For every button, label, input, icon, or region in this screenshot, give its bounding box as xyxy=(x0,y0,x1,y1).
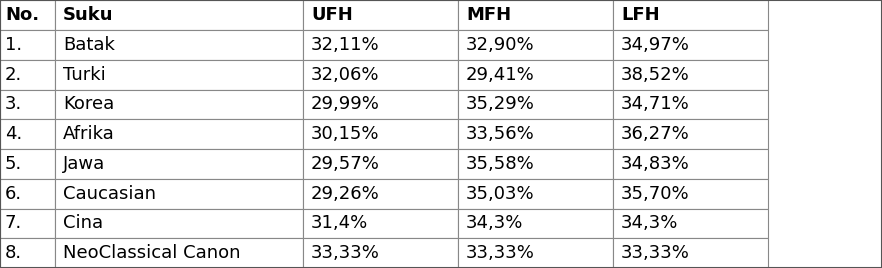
Text: MFH: MFH xyxy=(466,6,512,24)
Text: 35,29%: 35,29% xyxy=(466,95,534,113)
Bar xyxy=(55,30,303,60)
Text: 3.: 3. xyxy=(5,95,22,113)
Bar xyxy=(303,238,458,268)
Bar xyxy=(0,0,55,30)
Text: 31,4%: 31,4% xyxy=(311,214,369,232)
Bar xyxy=(458,119,613,149)
Text: 34,97%: 34,97% xyxy=(621,36,690,54)
Bar xyxy=(613,179,768,209)
Bar xyxy=(55,238,303,268)
Bar xyxy=(303,60,458,90)
Bar xyxy=(458,90,613,119)
Text: 2.: 2. xyxy=(5,66,22,84)
Bar xyxy=(55,60,303,90)
Bar xyxy=(55,119,303,149)
Text: Caucasian: Caucasian xyxy=(63,185,156,203)
Text: LFH: LFH xyxy=(621,6,660,24)
Text: 4.: 4. xyxy=(5,125,22,143)
Bar xyxy=(458,60,613,90)
Bar xyxy=(458,149,613,179)
Text: 5.: 5. xyxy=(5,155,22,173)
Text: 33,33%: 33,33% xyxy=(621,244,690,262)
Bar xyxy=(613,90,768,119)
Text: 29,99%: 29,99% xyxy=(311,95,380,113)
Text: Turki: Turki xyxy=(63,66,106,84)
Bar xyxy=(613,209,768,238)
Text: Jawa: Jawa xyxy=(63,155,105,173)
Text: Cina: Cina xyxy=(63,214,103,232)
Text: Afrika: Afrika xyxy=(63,125,115,143)
Text: 34,83%: 34,83% xyxy=(621,155,690,173)
Bar xyxy=(303,30,458,60)
Text: 32,11%: 32,11% xyxy=(311,36,379,54)
Bar xyxy=(0,60,55,90)
Bar xyxy=(458,238,613,268)
Text: 32,06%: 32,06% xyxy=(311,66,379,84)
Text: 33,56%: 33,56% xyxy=(466,125,534,143)
Text: Korea: Korea xyxy=(63,95,115,113)
Bar xyxy=(0,30,55,60)
Bar xyxy=(458,30,613,60)
Bar xyxy=(613,149,768,179)
Text: 7.: 7. xyxy=(5,214,22,232)
Bar xyxy=(0,179,55,209)
Bar xyxy=(613,60,768,90)
Text: 33,33%: 33,33% xyxy=(466,244,534,262)
Bar xyxy=(613,0,768,30)
Text: Batak: Batak xyxy=(63,36,115,54)
Text: 29,41%: 29,41% xyxy=(466,66,534,84)
Bar xyxy=(55,209,303,238)
Text: 34,3%: 34,3% xyxy=(621,214,678,232)
Text: 29,57%: 29,57% xyxy=(311,155,380,173)
Bar xyxy=(0,119,55,149)
Bar xyxy=(303,179,458,209)
Bar xyxy=(0,90,55,119)
Bar xyxy=(55,0,303,30)
Bar xyxy=(613,238,768,268)
Text: 38,52%: 38,52% xyxy=(621,66,690,84)
Bar xyxy=(303,0,458,30)
Text: 35,58%: 35,58% xyxy=(466,155,534,173)
Bar xyxy=(458,179,613,209)
Bar xyxy=(55,179,303,209)
Text: No.: No. xyxy=(5,6,39,24)
Text: 34,3%: 34,3% xyxy=(466,214,523,232)
Bar xyxy=(55,149,303,179)
Text: 6.: 6. xyxy=(5,185,22,203)
Text: 32,90%: 32,90% xyxy=(466,36,534,54)
Text: 36,27%: 36,27% xyxy=(621,125,690,143)
Bar xyxy=(613,119,768,149)
Text: NeoClassical Canon: NeoClassical Canon xyxy=(63,244,241,262)
Bar xyxy=(458,0,613,30)
Text: Suku: Suku xyxy=(63,6,114,24)
Text: 1.: 1. xyxy=(5,36,22,54)
Text: 35,70%: 35,70% xyxy=(621,185,690,203)
Bar xyxy=(303,90,458,119)
Bar xyxy=(303,209,458,238)
Bar xyxy=(0,149,55,179)
Text: 35,03%: 35,03% xyxy=(466,185,534,203)
Bar xyxy=(303,119,458,149)
Text: 29,26%: 29,26% xyxy=(311,185,380,203)
Bar xyxy=(613,30,768,60)
Bar xyxy=(303,149,458,179)
Bar xyxy=(55,90,303,119)
Text: 30,15%: 30,15% xyxy=(311,125,379,143)
Bar xyxy=(0,238,55,268)
Text: 33,33%: 33,33% xyxy=(311,244,380,262)
Bar xyxy=(0,209,55,238)
Text: 8.: 8. xyxy=(5,244,22,262)
Text: 34,71%: 34,71% xyxy=(621,95,690,113)
Bar xyxy=(458,209,613,238)
Text: UFH: UFH xyxy=(311,6,353,24)
